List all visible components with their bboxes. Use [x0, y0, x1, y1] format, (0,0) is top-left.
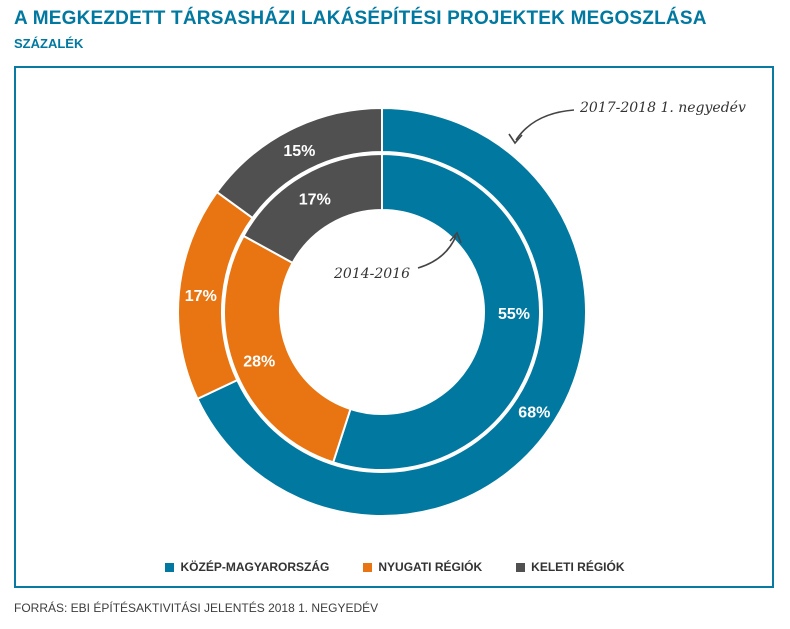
inner-slice-nyugati-regiok	[223, 234, 352, 464]
inner-slice-keleti-regiok	[242, 152, 383, 265]
outer-ring-arrowhead	[508, 133, 523, 145]
inner-ring	[223, 152, 541, 471]
outer-ring-annotation-arrow	[515, 109, 575, 141]
source-note: FORRÁS: EBI ÉPÍTÉSAKTIVITÁSI JELENTÉS 20…	[14, 601, 379, 615]
outer-slice-kozep-magyarorszag	[196, 106, 587, 517]
inner-label-nyugati-regiok: 28%	[243, 354, 275, 371]
outer-ring-annotation: 2017-2018 1. negyedév	[579, 100, 746, 116]
legend-label: KELETI RÉGIÓK	[531, 560, 625, 574]
outer-label-keleti-regiok: 15%	[283, 143, 315, 160]
inner-ring-annotation: 2014-2016	[333, 266, 410, 282]
inner-ring-annotation-arrow	[417, 235, 457, 269]
legend-swatch	[516, 562, 526, 572]
inner-ring-arrowhead	[449, 231, 462, 244]
outer-ring	[177, 106, 587, 517]
slice-labels: 68% 17% 15% 55% 28% 17%	[185, 143, 551, 422]
chart-subtitle: SZÁZALÉK	[14, 36, 84, 51]
chart-frame	[14, 66, 774, 588]
inner-label-kozep-magyarorszag: 55%	[498, 306, 530, 323]
legend-item-nyugati-regiok: NYUGATI RÉGIÓK	[363, 560, 482, 574]
legend-label: NYUGATI RÉGIÓK	[378, 560, 483, 574]
inner-label-keleti-regiok: 17%	[299, 191, 331, 208]
legend-swatch	[165, 562, 175, 572]
legend-item-keleti-regiok: KELETI RÉGIÓK	[516, 560, 625, 574]
legend-item-kozep-magyarorszag: KÖZÉP-MAGYARORSZÁG	[165, 560, 329, 574]
chart-legend: KÖZÉP-MAGYARORSZÁG NYUGATI RÉGIÓK KELETI…	[0, 560, 790, 574]
outer-label-kozep-magyarorszag: 68%	[518, 405, 550, 422]
chart-title: A MEGKEZDETT TÁRSASHÁZI LAKÁSÉPÍTÉSI PRO…	[14, 8, 707, 29]
outer-slice-keleti-regiok	[215, 106, 383, 220]
inner-slice-kozep-magyarorszag	[331, 152, 541, 471]
legend-label: KÖZÉP-MAGYARORSZÁG	[180, 560, 330, 574]
outer-label-nyugati-regiok: 17%	[185, 288, 217, 305]
legend-swatch	[363, 562, 373, 572]
